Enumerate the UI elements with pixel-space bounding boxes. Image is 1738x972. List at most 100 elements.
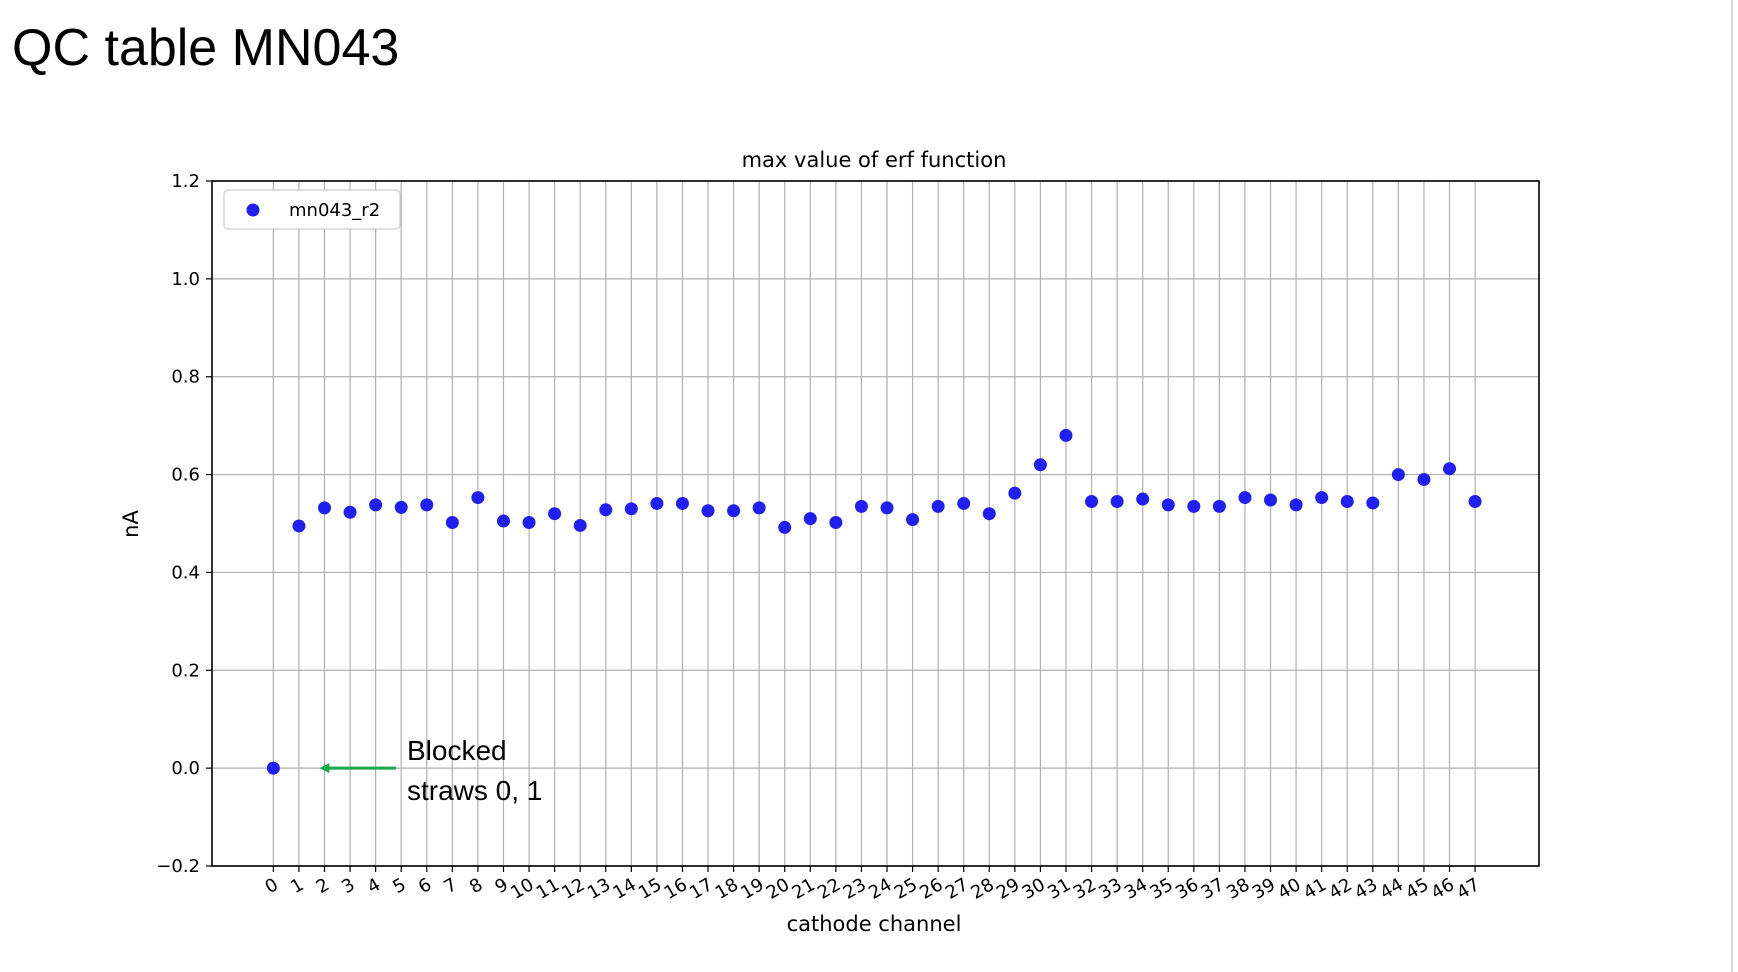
data-point — [1289, 498, 1303, 512]
data-point — [1315, 491, 1329, 505]
data-point — [854, 499, 868, 513]
y-tick-label: 0.8 — [171, 367, 200, 388]
x-tick-label: 22 — [814, 874, 844, 904]
x-tick-label: 4 — [364, 874, 384, 898]
data-point — [803, 512, 817, 526]
x-tick-label: 42 — [1325, 874, 1355, 904]
annotation-line-1: Blocked — [407, 735, 507, 766]
x-axis-label: cathode channel — [787, 912, 962, 936]
annotation-line-2: straws 0, 1 — [407, 775, 543, 806]
data-point — [318, 501, 332, 515]
y-tick-label: −0.2 — [156, 856, 200, 877]
y-tick-label: 0.4 — [171, 562, 200, 583]
x-tick-label: 32 — [1070, 874, 1100, 904]
x-tick-label: 25 — [891, 874, 921, 904]
data-point — [343, 505, 357, 519]
data-point — [982, 507, 996, 521]
data-point — [266, 761, 280, 775]
y-tick-label: 0.0 — [171, 758, 200, 779]
x-tick-label: 16 — [661, 874, 691, 904]
blocked-straws-annotation: Blocked straws 0, 1 — [407, 731, 542, 811]
x-tick-label: 45 — [1402, 874, 1432, 904]
data-point — [1212, 499, 1226, 513]
data-point — [650, 496, 664, 510]
data-point — [1136, 492, 1150, 506]
plot-frame — [211, 180, 1540, 867]
data-point — [1187, 499, 1201, 513]
x-tick-label: 30 — [1019, 874, 1049, 904]
x-tick-label: 7 — [440, 874, 460, 898]
data-point — [369, 498, 383, 512]
x-tick-label: 20 — [763, 874, 793, 904]
x-tick-label: 3 — [338, 874, 358, 898]
data-point — [1238, 491, 1252, 505]
x-tick-label: 0 — [261, 874, 281, 898]
x-tick-label: 26 — [916, 874, 946, 904]
x-tick-label: 17 — [686, 874, 716, 904]
data-point — [1110, 494, 1124, 508]
x-tick-label: 40 — [1274, 874, 1304, 904]
y-axis-label: nA — [119, 510, 143, 538]
data-point — [727, 504, 741, 518]
chart-title: max value of erf function — [742, 148, 1007, 172]
legend-box — [223, 189, 401, 230]
x-tick-label: 18 — [712, 874, 742, 904]
data-point — [1059, 428, 1073, 442]
x-tick-label: 21 — [788, 874, 818, 904]
data-point — [624, 502, 638, 516]
x-tick-label: 41 — [1300, 874, 1330, 904]
x-tick-label: 13 — [584, 874, 614, 904]
x-tick-label: 29 — [993, 874, 1023, 904]
x-tick-label: 46 — [1428, 874, 1458, 904]
y-tick-label: 0.6 — [171, 465, 200, 486]
data-point — [496, 514, 510, 528]
x-tick-label: 8 — [466, 874, 486, 898]
x-tick-label: 10 — [507, 874, 537, 904]
x-tick-label: 44 — [1377, 874, 1407, 904]
data-point — [1340, 494, 1354, 508]
x-tick-label: 12 — [558, 874, 588, 904]
data-point — [522, 516, 536, 530]
data-point — [1391, 468, 1405, 482]
x-tick-label: 14 — [609, 874, 639, 904]
data-point — [445, 516, 459, 530]
data-point — [573, 518, 587, 532]
x-tick-label: 5 — [389, 874, 409, 898]
data-point — [394, 500, 408, 514]
x-tick-label: 33 — [1095, 874, 1125, 904]
data-point — [906, 513, 920, 527]
x-tick-label: 23 — [840, 874, 870, 904]
x-tick-label: 34 — [1121, 874, 1151, 904]
data-point — [778, 520, 792, 534]
legend-label: mn043_r2 — [289, 200, 380, 221]
data-point — [420, 498, 434, 512]
x-tick-label: 11 — [533, 874, 563, 904]
data-point — [829, 516, 843, 530]
data-point — [1443, 462, 1457, 476]
data-point — [1366, 496, 1380, 510]
x-tick-label: 1 — [287, 874, 307, 898]
data-point — [1417, 472, 1431, 486]
slide-edge-divider — [1731, 0, 1733, 972]
x-tick-label: 2 — [313, 874, 333, 898]
y-tick-label: 1.2 — [171, 171, 200, 192]
x-tick-label: 6 — [415, 874, 435, 898]
x-tick-label: 27 — [942, 874, 972, 904]
x-axis-ticks: 0 1 2 3 4 5 6 7 8 9101112131415161718192021222324… — [261, 866, 1484, 904]
legend: mn043_r2 — [223, 189, 401, 230]
data-point — [701, 504, 715, 518]
data-point — [1033, 458, 1047, 472]
data-point — [957, 496, 971, 510]
x-tick-label: 39 — [1249, 874, 1279, 904]
x-tick-label: 31 — [1044, 874, 1074, 904]
data-point — [292, 519, 306, 533]
data-point — [752, 501, 766, 515]
data-point — [1085, 494, 1099, 508]
x-tick-label: 28 — [967, 874, 997, 904]
data-point — [1468, 494, 1482, 508]
annotation-arrow-head — [319, 763, 330, 774]
x-tick-label: 37 — [1198, 874, 1228, 904]
y-tick-label: 1.0 — [171, 269, 200, 290]
annotation-arrow — [319, 763, 397, 774]
